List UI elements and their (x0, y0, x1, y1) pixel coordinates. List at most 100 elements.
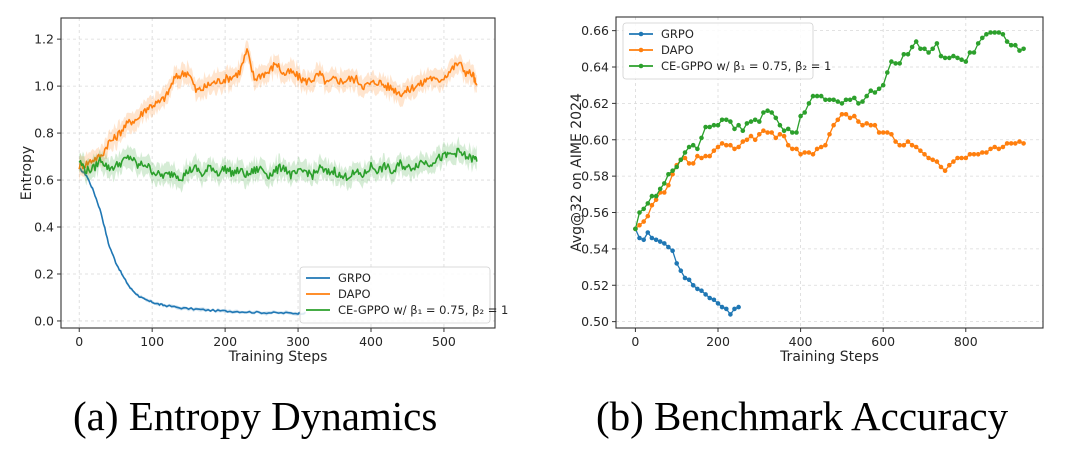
x-tick-label: 400 (359, 334, 383, 349)
data-point-ce-gppo (1008, 42, 1014, 48)
data-point-dapo (781, 133, 787, 139)
data-point-ce-gppo (790, 130, 795, 135)
data-point-dapo (728, 142, 733, 148)
data-point-dapo (868, 122, 874, 128)
data-point-ce-gppo (806, 101, 812, 106)
legend-marker-dapo (638, 47, 644, 53)
data-point-dapo (856, 119, 861, 124)
series-line-dapo (78, 48, 478, 170)
data-point-ce-gppo (930, 46, 935, 52)
data-point-grpo (715, 301, 721, 306)
data-point-dapo (827, 132, 832, 137)
data-point-ce-gppo (856, 101, 861, 106)
data-point-ce-gppo (835, 99, 841, 104)
data-point-dapo (761, 128, 766, 133)
data-point-ce-gppo (827, 97, 832, 103)
data-point-dapo (872, 122, 878, 128)
data-point-ce-gppo (802, 110, 807, 115)
data-point-dapo (975, 152, 981, 157)
data-point-ce-gppo (996, 30, 1002, 35)
legend-label-ce-gppo: CE-GPPO w/ β₁ = 0.75, β₂ = 1 (338, 303, 508, 317)
data-point-dapo (852, 113, 857, 119)
data-point-dapo (662, 190, 667, 195)
x-tick-label: 600 (871, 334, 895, 349)
y-tick-label: 1.2 (34, 32, 54, 47)
data-point-ce-gppo (798, 113, 803, 119)
x-tick-label: 0 (631, 334, 639, 349)
data-point-dapo (963, 155, 969, 161)
data-point-dapo (876, 130, 882, 135)
data-point-dapo (790, 146, 795, 152)
y-tick-label: 0.54 (581, 241, 609, 256)
data-point-dapo (740, 139, 746, 144)
data-point-ce-gppo (761, 110, 766, 115)
data-point-ce-gppo (736, 122, 741, 128)
data-point-ce-gppo (690, 142, 696, 148)
data-point-dapo (695, 153, 700, 159)
data-point-ce-gppo (876, 86, 882, 92)
data-point-dapo (802, 150, 807, 155)
data-point-ce-gppo (971, 50, 977, 55)
data-point-dapo (889, 132, 894, 137)
data-point-grpo (670, 248, 675, 253)
data-point-ce-gppo (885, 70, 890, 75)
data-point-ce-gppo (864, 93, 869, 99)
data-point-dapo (653, 197, 659, 203)
data-point-ce-gppo (674, 164, 679, 170)
y-tick-label: 0.50 (581, 314, 609, 329)
data-point-dapo (711, 148, 717, 153)
data-point-ce-gppo (777, 122, 783, 128)
data-point-ce-gppo (728, 119, 733, 124)
data-point-dapo (880, 130, 886, 135)
x-tick-label: 800 (954, 334, 978, 349)
y-tick-label: 0.62 (581, 96, 609, 111)
y-tick-label: 0.4 (34, 220, 54, 235)
data-point-ce-gppo (918, 46, 923, 52)
data-point-grpo (674, 261, 679, 266)
data-point-ce-gppo (794, 130, 799, 135)
data-point-dapo (971, 152, 977, 157)
data-point-ce-gppo (703, 124, 708, 130)
y-tick-label: 0.60 (581, 132, 609, 147)
data-point-ce-gppo (1000, 32, 1006, 37)
data-point-ce-gppo (823, 97, 828, 103)
data-point-dapo (641, 219, 646, 224)
data-point-ce-gppo (744, 121, 750, 126)
data-point-ce-gppo (699, 135, 704, 141)
data-point-dapo (785, 142, 791, 148)
legend-item-ce-gppo: CE-GPPO w/ β₁ = 0.75, β₂ = 1 (306, 303, 508, 317)
data-point-dapo (905, 139, 911, 144)
data-point-ce-gppo (992, 30, 997, 35)
y-axis-label: Avg@32 on AIME 2024 (569, 93, 585, 252)
data-point-ce-gppo (670, 168, 675, 173)
data-point-dapo (806, 150, 812, 155)
x-axis-label: Training Steps (228, 349, 328, 365)
data-point-dapo (777, 132, 783, 137)
data-point-ce-gppo (719, 117, 725, 123)
data-point-ce-gppo (984, 32, 989, 37)
data-point-dapo (988, 146, 993, 152)
data-point-ce-gppo (963, 59, 969, 64)
data-point-dapo (724, 142, 729, 148)
legend-box (622, 22, 814, 80)
data-point-ce-gppo (633, 226, 638, 232)
data-point-ce-gppo (922, 46, 927, 52)
legend-label-grpo: GRPO (661, 27, 694, 41)
data-point-dapo (686, 161, 692, 166)
data-point-grpo (678, 268, 684, 274)
legend: GRPO DAPO CE-GPPO w/ β₁ = 0.75, β₂ = 1 (622, 22, 831, 80)
data-point-dapo (847, 115, 853, 121)
x-tick-label: 100 (140, 334, 164, 349)
y-tick-label: 0.8 (34, 126, 54, 141)
data-point-ce-gppo (880, 82, 886, 88)
data-point-grpo (649, 235, 655, 241)
data-point-grpo (732, 306, 737, 312)
data-point-ce-gppo (897, 61, 902, 66)
y-tick-label: 0.66 (581, 23, 609, 38)
data-point-dapo (765, 130, 770, 135)
data-point-ce-gppo (860, 99, 865, 104)
data-point-dapo (707, 153, 712, 159)
legend-label-dapo: DAPO (338, 287, 371, 301)
data-point-dapo (864, 121, 869, 126)
data-point-dapo (748, 133, 754, 139)
